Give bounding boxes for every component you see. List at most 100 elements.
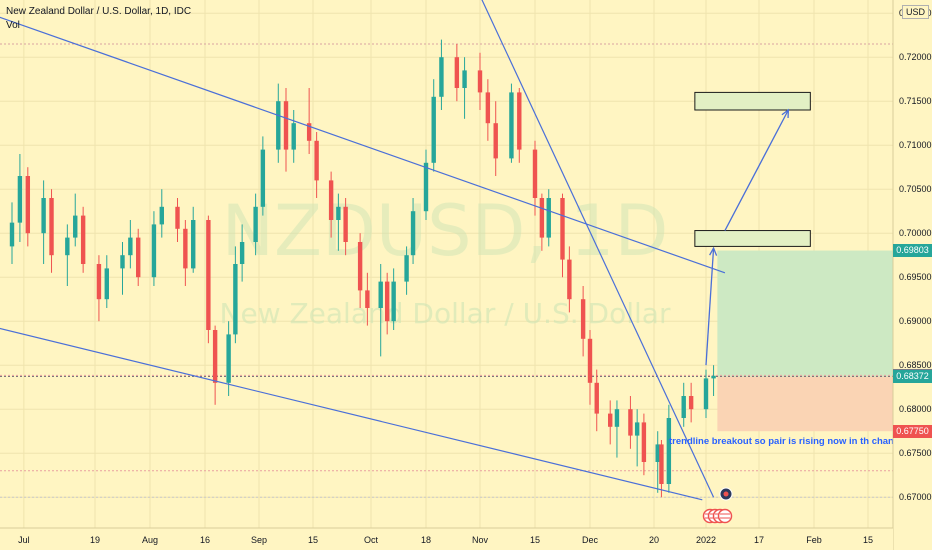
candle-body <box>608 413 613 427</box>
candle <box>306 88 312 154</box>
candle <box>276 83 281 163</box>
time-tick-label: Dec <box>582 535 599 545</box>
candle-body <box>314 140 319 181</box>
candle-body <box>128 237 133 256</box>
candle <box>283 88 289 172</box>
candle-body <box>509 92 514 159</box>
candle-body <box>25 176 31 234</box>
time-axis[interactable]: Jul 19 Aug 16 Sep 15 Oct 18 Nov 15 Dec 20 2022 17 Feb 1… <box>0 527 893 550</box>
time-axis-bg <box>0 528 893 550</box>
candle <box>517 88 522 163</box>
time-tick-label: 2022 <box>696 535 716 545</box>
candle-body <box>384 281 390 322</box>
candle-body <box>703 378 709 410</box>
candle <box>9 202 15 264</box>
watermark-symbol: NZDUSD, 1D <box>222 190 669 272</box>
candle <box>608 400 613 445</box>
candle-body <box>183 228 188 269</box>
price-tick-label: 0.70000 <box>899 228 932 238</box>
candle-body <box>343 206 348 242</box>
candle <box>423 149 429 220</box>
candle <box>260 136 266 216</box>
volume-indicator-label[interactable]: Vol <box>6 20 20 31</box>
trendline <box>481 0 715 498</box>
candle-body <box>462 70 467 88</box>
candle <box>378 264 383 357</box>
candle-body <box>365 290 370 308</box>
time-tick-label: Nov <box>472 535 489 545</box>
candle-body <box>628 409 633 436</box>
price-tick-label: 0.69000 <box>899 316 932 326</box>
candle-body <box>539 198 545 238</box>
candle <box>357 233 363 308</box>
candle-body <box>634 422 640 436</box>
candle <box>580 286 586 357</box>
candle <box>226 321 231 396</box>
candle <box>659 440 664 498</box>
arrow-head <box>781 108 790 119</box>
candle-body <box>641 422 647 462</box>
candle <box>641 413 647 476</box>
candle-body <box>711 375 716 379</box>
candle <box>594 369 599 432</box>
target-box <box>694 230 811 247</box>
chart-title: New Zealand Dollar / U.S. Dollar, 1D, ID… <box>6 6 192 17</box>
candle-body <box>439 57 444 97</box>
candle <box>212 325 218 405</box>
candle-body <box>560 198 565 260</box>
candle-body <box>454 57 460 88</box>
price-tick-label: 0.67500 <box>899 448 932 458</box>
candle <box>80 206 86 273</box>
candle <box>546 189 551 247</box>
candle <box>688 382 694 423</box>
candle <box>462 57 467 119</box>
candle <box>41 180 46 264</box>
candle <box>454 44 460 102</box>
candle <box>567 246 572 313</box>
candle-body <box>594 382 599 414</box>
candle-body <box>260 149 266 207</box>
candle <box>233 246 238 344</box>
candle <box>365 272 370 326</box>
watermark-name: New Zealand Dollar / U.S. Dollar <box>220 297 671 330</box>
news-event-icon <box>719 487 733 501</box>
drawings <box>0 0 811 501</box>
flag-events-icon <box>702 508 733 524</box>
chart-header: New Zealand Dollar / U.S. Dollar, 1D, ID… <box>6 6 191 32</box>
profit-zone <box>717 250 893 377</box>
candle-body <box>104 268 109 300</box>
candle <box>49 189 54 273</box>
candle-body <box>391 281 396 322</box>
candle <box>509 83 514 163</box>
candle <box>477 52 483 110</box>
candle-body <box>120 255 125 269</box>
time-tick-label: 15 <box>308 535 318 545</box>
candle <box>336 193 341 251</box>
candle <box>628 396 633 449</box>
time-tick-label: 16 <box>200 535 210 545</box>
candle-body <box>136 237 141 278</box>
candle-body <box>9 222 15 247</box>
candle <box>104 255 109 308</box>
currency-label[interactable]: USD <box>902 5 930 19</box>
candle-body <box>546 198 551 238</box>
watermark: NZDUSD, 1D New Zealand Dollar / U.S. Dol… <box>220 190 671 330</box>
price-axis[interactable]: 0.725000.720000.715000.710000.705000.700… <box>892 0 932 550</box>
price-tick-label: 0.71500 <box>899 96 932 106</box>
time-tick-label: 15 <box>863 535 873 545</box>
candle-body <box>49 198 54 256</box>
candle-body <box>17 176 23 223</box>
target-box <box>694 91 811 111</box>
candle <box>532 140 538 216</box>
time-tick-label: 15 <box>530 535 540 545</box>
price-tick-label: 0.68500 <box>899 360 932 370</box>
candle <box>25 167 31 247</box>
us-flag-icon <box>717 508 733 524</box>
candle <box>96 255 102 322</box>
time-tick-label: Feb <box>806 535 822 545</box>
candle <box>391 268 396 330</box>
time-tick-label: Jul <box>18 535 30 545</box>
candle-body <box>614 409 620 427</box>
events <box>702 487 733 524</box>
